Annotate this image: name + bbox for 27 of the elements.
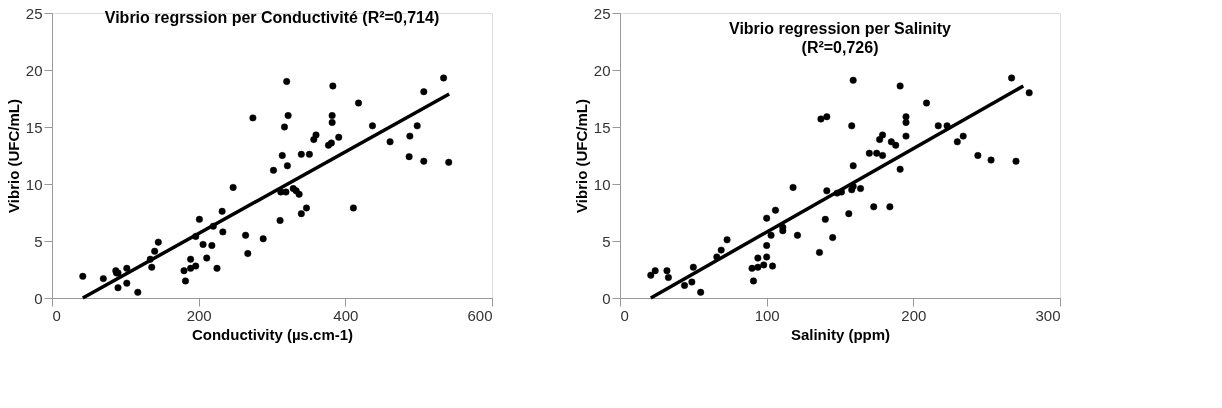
text: (R²=0,726) xyxy=(801,39,879,56)
y-tick-label: 0 xyxy=(602,289,611,307)
y-tick-label: 5 xyxy=(34,232,43,250)
x-axis-title: Conductivity (µs.cm-1) xyxy=(191,325,354,343)
x-tick-label: 300 xyxy=(1035,306,1061,324)
x-tick-label: 0 xyxy=(52,306,61,324)
y-tick-label: 20 xyxy=(25,61,43,79)
y-tick-label: 25 xyxy=(25,4,43,22)
y-axis-title: Vibrio (UFC/mL) xyxy=(572,99,590,213)
y-tick-label: 5 xyxy=(602,232,611,250)
x-tick-label: 0 xyxy=(620,306,629,324)
x-tick-label: 200 xyxy=(186,306,212,324)
y-tick-label: 20 xyxy=(593,61,611,79)
y-tick-label: 15 xyxy=(593,118,611,136)
y-tick-label: 0 xyxy=(34,289,43,307)
chart-title: Vibrio regrssion per Conductivité (R²=0,714) xyxy=(104,9,440,26)
x-axis-title: Salinity (ppm) xyxy=(790,325,891,343)
x-tick-label: 600 xyxy=(467,306,493,324)
y-tick-label: 25 xyxy=(593,4,611,22)
y-axis-title: Vibrio (UFC/mL) xyxy=(4,99,22,213)
y-tick-label: 15 xyxy=(25,118,43,136)
x-tick-label: 400 xyxy=(333,306,359,324)
y-tick-label: 10 xyxy=(25,175,43,193)
x-tick-label: 100 xyxy=(754,306,780,324)
chart-title: Vibrio regression per Salinity xyxy=(729,20,952,37)
y-tick-label: 10 xyxy=(593,175,611,193)
x-tick-label: 200 xyxy=(901,306,927,324)
